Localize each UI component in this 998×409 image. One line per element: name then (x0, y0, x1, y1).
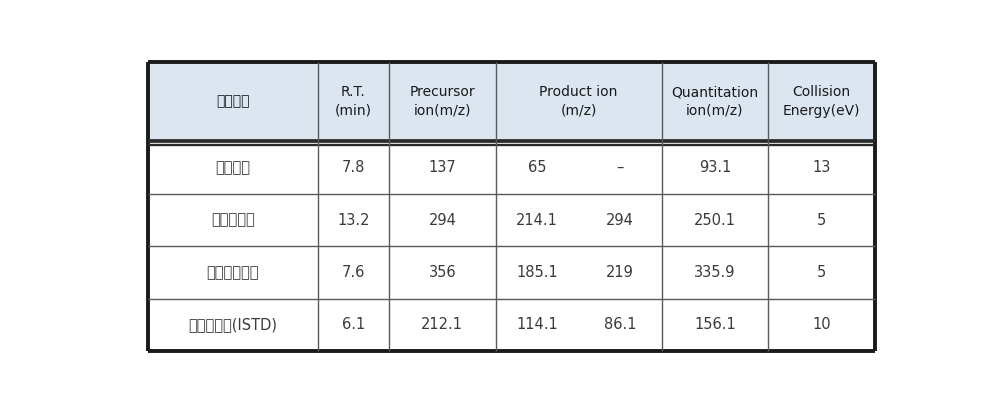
Text: 플로르페니콜: 플로르페니콜 (207, 265, 259, 280)
Bar (389, 62, 496, 142)
Text: 의약물질: 의약물질 (217, 94, 250, 108)
Text: 86.1: 86.1 (604, 317, 637, 333)
Text: 13: 13 (812, 160, 831, 175)
Bar (662, 299, 768, 351)
Text: –: – (617, 160, 624, 175)
Bar (768, 246, 875, 299)
Bar (148, 62, 317, 142)
Bar (496, 142, 579, 194)
Bar (579, 142, 662, 194)
Bar (148, 246, 317, 299)
Text: 294: 294 (428, 213, 456, 227)
Text: 212.1: 212.1 (421, 317, 463, 333)
Bar (496, 194, 579, 246)
Bar (768, 299, 875, 351)
Bar (496, 62, 662, 142)
Bar (496, 246, 579, 299)
Text: 214.1: 214.1 (516, 213, 558, 227)
Text: 137: 137 (428, 160, 456, 175)
Text: 터부틸라진(ISTD): 터부틸라진(ISTD) (189, 317, 277, 333)
Bar (579, 246, 662, 299)
Text: 7.8: 7.8 (341, 160, 365, 175)
Text: R.T.
(min): R.T. (min) (335, 85, 372, 118)
Text: 5: 5 (817, 265, 826, 280)
Bar (148, 194, 317, 246)
Bar (317, 62, 389, 142)
Text: 65: 65 (528, 160, 547, 175)
Bar (496, 299, 579, 351)
Text: 335.9: 335.9 (695, 265, 736, 280)
Text: 10: 10 (812, 317, 831, 333)
Text: 294: 294 (606, 213, 634, 227)
Text: Collision
Energy(eV): Collision Energy(eV) (782, 85, 860, 118)
Bar (148, 142, 317, 194)
Text: 7.6: 7.6 (341, 265, 365, 280)
Bar (389, 194, 496, 246)
Text: Product ion
(m/z): Product ion (m/z) (540, 85, 618, 118)
Bar (317, 246, 389, 299)
Text: 114.1: 114.1 (516, 317, 558, 333)
Text: 5: 5 (817, 213, 826, 227)
Bar (317, 299, 389, 351)
Bar (662, 194, 768, 246)
Bar (768, 62, 875, 142)
Text: 13.2: 13.2 (337, 213, 369, 227)
Bar (317, 194, 389, 246)
Bar (148, 299, 317, 351)
Text: 156.1: 156.1 (694, 317, 736, 333)
Bar (579, 299, 662, 351)
Bar (768, 194, 875, 246)
Bar (662, 246, 768, 299)
Text: 살리실산: 살리실산 (216, 160, 250, 175)
Text: 356: 356 (428, 265, 456, 280)
Text: 250.1: 250.1 (694, 213, 736, 227)
Bar (389, 299, 496, 351)
Text: 6.1: 6.1 (341, 317, 365, 333)
Text: 디클로페낙: 디클로페낙 (211, 213, 254, 227)
Bar (662, 62, 768, 142)
Bar (389, 246, 496, 299)
Bar (768, 142, 875, 194)
Bar (662, 142, 768, 194)
Bar (579, 194, 662, 246)
Bar (317, 142, 389, 194)
Text: 219: 219 (606, 265, 634, 280)
Text: Quantitation
ion(m/z): Quantitation ion(m/z) (672, 85, 758, 118)
Text: 185.1: 185.1 (516, 265, 558, 280)
Text: Precursor
ion(m/z): Precursor ion(m/z) (409, 85, 475, 118)
Bar (389, 142, 496, 194)
Text: 93.1: 93.1 (699, 160, 732, 175)
